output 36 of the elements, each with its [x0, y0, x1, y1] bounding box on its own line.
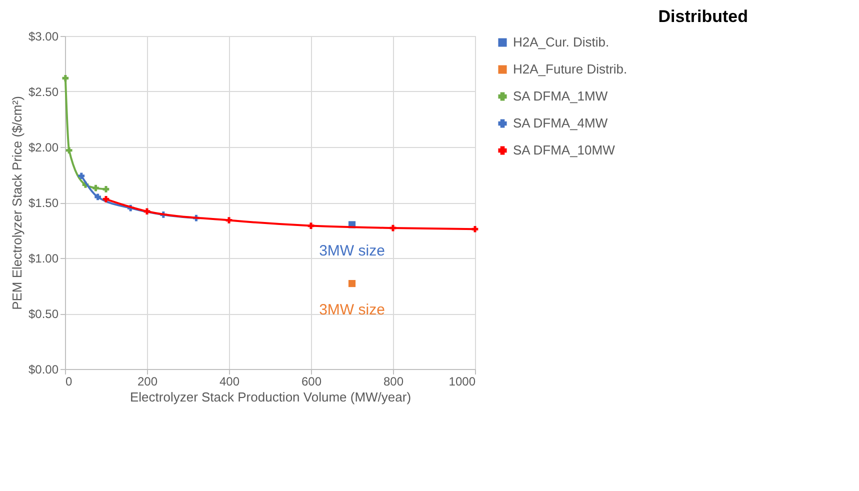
y-tick-label: $2.50 [28, 85, 59, 99]
x-tick-label: 800 [383, 374, 404, 388]
y-tick-label: $0.50 [28, 307, 59, 321]
y-tick-label: $1.00 [28, 252, 59, 266]
x-tick-label: 400 [219, 374, 240, 388]
text: Distributed [658, 7, 748, 26]
point [390, 224, 396, 232]
point [78, 172, 85, 180]
point [62, 75, 69, 82]
x-tick-label: 1000 [448, 374, 476, 388]
point [66, 147, 72, 154]
y-tick-label: $2.00 [28, 140, 59, 154]
legend-label: H2A_Cur. Distib. [513, 34, 610, 50]
legend-label: SA DFMA_10MW [513, 142, 616, 158]
y-tick-label: $0.00 [28, 362, 59, 376]
annotation: 3MW size [319, 242, 385, 260]
y-tick-label: $3.00 [28, 30, 59, 44]
point [348, 280, 356, 288]
legend-label: SA DFMA_1MW [513, 88, 608, 104]
x-tick-label: 600 [301, 374, 322, 388]
x-tick-label: 200 [137, 374, 158, 388]
legend-label: H2A_Future Distrib. [513, 62, 628, 76]
point [102, 196, 110, 202]
x-tick-label: 0 [66, 374, 72, 388]
point [94, 194, 101, 200]
point [308, 222, 314, 229]
annotation: 3MW size [319, 302, 385, 319]
y-axis-title: PEM Electrolyzer Stack Price ($/cm²) [9, 96, 24, 310]
point [472, 226, 478, 232]
point [226, 217, 232, 224]
x-axis-title: Electrolyzer Stack Production Volume (MW/year) [130, 390, 412, 404]
legend-label: SA DFMA_4MW [513, 116, 608, 130]
point [92, 184, 99, 192]
y-tick-label: $1.50 [28, 196, 59, 210]
point [102, 186, 110, 192]
point [144, 208, 150, 215]
